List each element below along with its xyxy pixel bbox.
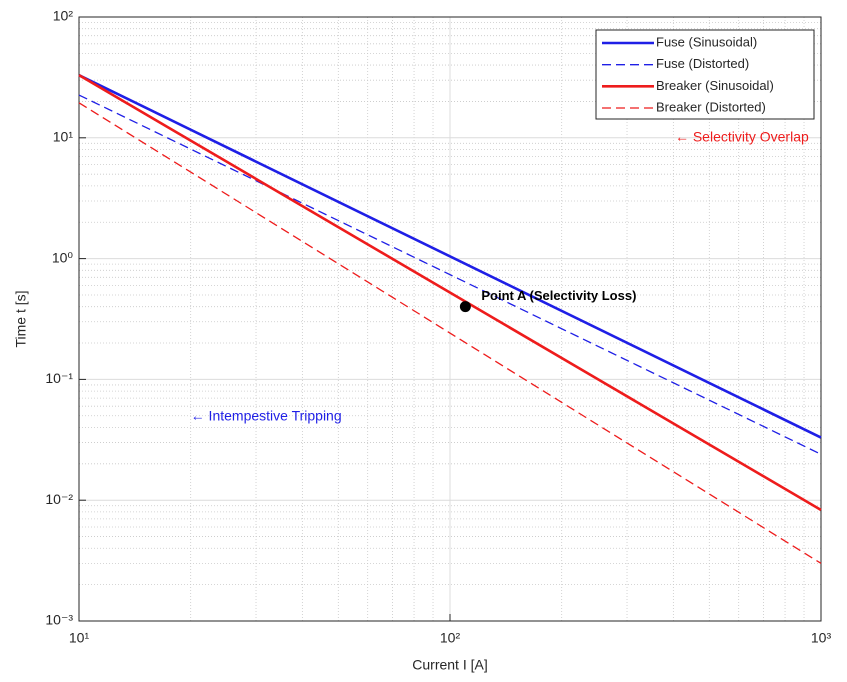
legend-label: Breaker (Sinusoidal): [656, 78, 774, 93]
axes-box: [78, 16, 822, 622]
series-line: [78, 102, 822, 564]
x-tick-label: 10¹: [69, 630, 90, 646]
y-tick-label: 10¹: [53, 129, 74, 145]
series-line: [78, 74, 822, 512]
annotation: ← Selectivity Overlap: [675, 129, 809, 145]
x-tick-label: 10³: [811, 630, 832, 646]
y-tick-label: 10⁻²: [45, 491, 73, 507]
y-tick-label: 10⁻¹: [45, 370, 73, 386]
point-label: Point A (Selectivity Loss): [481, 288, 636, 303]
series-line: [78, 94, 822, 455]
legend-box: [595, 29, 815, 120]
x-tick-label: 10²: [440, 630, 461, 646]
point-marker: [459, 301, 471, 313]
annotation: ← Intempestive Tripping: [191, 408, 342, 424]
y-tick-label: 10⁰: [52, 249, 74, 265]
series-line: [78, 73, 822, 439]
x-axis-label: Current I [A]: [412, 657, 487, 673]
legend-label: Breaker (Distorted): [656, 99, 766, 114]
legend-label: Fuse (Distorted): [656, 56, 749, 71]
y-tick-label: 10²: [53, 8, 74, 24]
y-axis-label: Time t [s]: [13, 290, 29, 347]
y-tick-label: 10⁻³: [45, 612, 73, 628]
legend-label: Fuse (Sinusoidal): [656, 34, 757, 49]
